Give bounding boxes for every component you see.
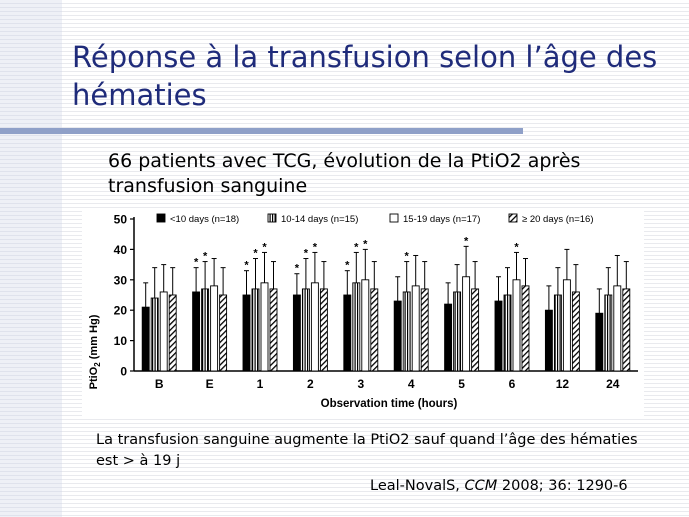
y-tick-label: 0 — [120, 365, 127, 379]
bar — [141, 306, 150, 372]
x-tick-label: 2 — [307, 377, 314, 391]
significance-marker: * — [194, 257, 199, 269]
bar — [159, 291, 168, 372]
significance-marker: * — [345, 260, 350, 272]
legend-label: 10-14 days (n=15) — [281, 214, 358, 225]
x-tick-label: E — [206, 377, 214, 391]
bar — [301, 288, 310, 372]
y-tick-label: 10 — [114, 334, 128, 348]
legend-swatch — [508, 213, 518, 223]
bar — [604, 294, 613, 372]
bar — [420, 288, 429, 372]
significance-marker: * — [244, 260, 249, 272]
bar — [370, 288, 379, 372]
bar — [201, 288, 210, 372]
bar — [260, 282, 269, 372]
significance-marker: * — [405, 251, 410, 263]
bar-chart-figure: 0 10 20 30 40 50 B E 1 2 3 4 5 6 12 24 * * * * * * * * * * * * * * <… — [82, 208, 644, 418]
bar — [402, 291, 411, 372]
x-tick-label: 6 — [509, 377, 516, 391]
slide-subtitle: 66 patients avec TCG, évolution de la Pt… — [108, 150, 581, 197]
bar — [595, 312, 604, 372]
x-tick-label: 4 — [408, 377, 415, 391]
bar — [521, 285, 530, 372]
significance-marker: * — [253, 248, 258, 260]
legend-label: ≥ 20 days (n=16) — [522, 214, 594, 225]
conclusion-text: La transfusion sanguine augmente la PtiO… — [96, 432, 638, 469]
bar — [352, 282, 361, 372]
x-axis-title: Observation time (hours) — [321, 398, 458, 410]
slide-title: Réponse à la transfusion selon l’âge des… — [72, 40, 658, 112]
significance-marker: * — [295, 263, 300, 275]
bar — [494, 300, 503, 372]
legend-swatch — [156, 213, 166, 223]
significance-marker: * — [262, 241, 267, 253]
bar — [242, 294, 251, 372]
bar — [613, 285, 622, 372]
bar — [411, 285, 420, 372]
bar — [219, 294, 228, 372]
bar — [471, 288, 480, 372]
x-tick-label: 5 — [458, 377, 465, 391]
significance-marker: * — [363, 238, 368, 250]
x-tick-label: 12 — [556, 377, 570, 391]
x-tick-label: 24 — [606, 377, 620, 391]
legend-swatch — [267, 213, 277, 223]
y-tick-label: 20 — [114, 304, 128, 318]
legend-label: 15-19 days (n=17) — [403, 214, 480, 225]
bar — [319, 288, 328, 372]
bar — [292, 294, 301, 372]
bar — [562, 279, 571, 372]
significance-marker: * — [464, 235, 469, 247]
bar — [512, 279, 521, 372]
bar — [251, 288, 260, 372]
citation: Leal-NovalS, CCM 2008; 36: 1290-6 — [370, 476, 670, 496]
bar — [444, 303, 453, 372]
bar — [269, 288, 278, 372]
bar — [192, 291, 201, 372]
bar — [310, 282, 319, 372]
bar — [571, 291, 580, 372]
legend-label: <10 days (n=18) — [170, 214, 239, 225]
bar — [393, 300, 402, 372]
bar — [503, 294, 512, 372]
bar — [453, 291, 462, 372]
bar — [544, 309, 553, 372]
legend-swatch — [389, 213, 399, 223]
x-tick-label: 1 — [257, 377, 264, 391]
x-tick-label: 3 — [357, 377, 364, 391]
bar — [168, 294, 177, 372]
significance-marker: * — [203, 251, 208, 263]
citation-reference: 2008; 36: 1290-6 — [501, 478, 628, 494]
bar — [462, 276, 471, 372]
bar — [622, 288, 631, 372]
bar — [361, 279, 370, 372]
y-tick-label: 30 — [114, 273, 128, 287]
y-tick-label: 40 — [114, 243, 128, 257]
title-underline — [0, 128, 523, 134]
significance-marker: * — [514, 241, 519, 253]
bar — [210, 285, 219, 372]
significance-marker: * — [354, 241, 359, 253]
y-axis-title: PtiO2 (mm Hg) — [88, 314, 102, 389]
slide-left-band — [0, 0, 62, 517]
bar — [553, 294, 562, 372]
bar — [343, 294, 352, 372]
citation-journal: CCM — [464, 478, 498, 494]
citation-authors: Leal-NovalS, — [370, 478, 460, 494]
significance-marker: * — [313, 241, 318, 253]
significance-marker: * — [304, 248, 309, 260]
bar — [150, 297, 159, 372]
x-tick-label: B — [155, 377, 164, 391]
y-tick-label: 50 — [114, 213, 128, 227]
